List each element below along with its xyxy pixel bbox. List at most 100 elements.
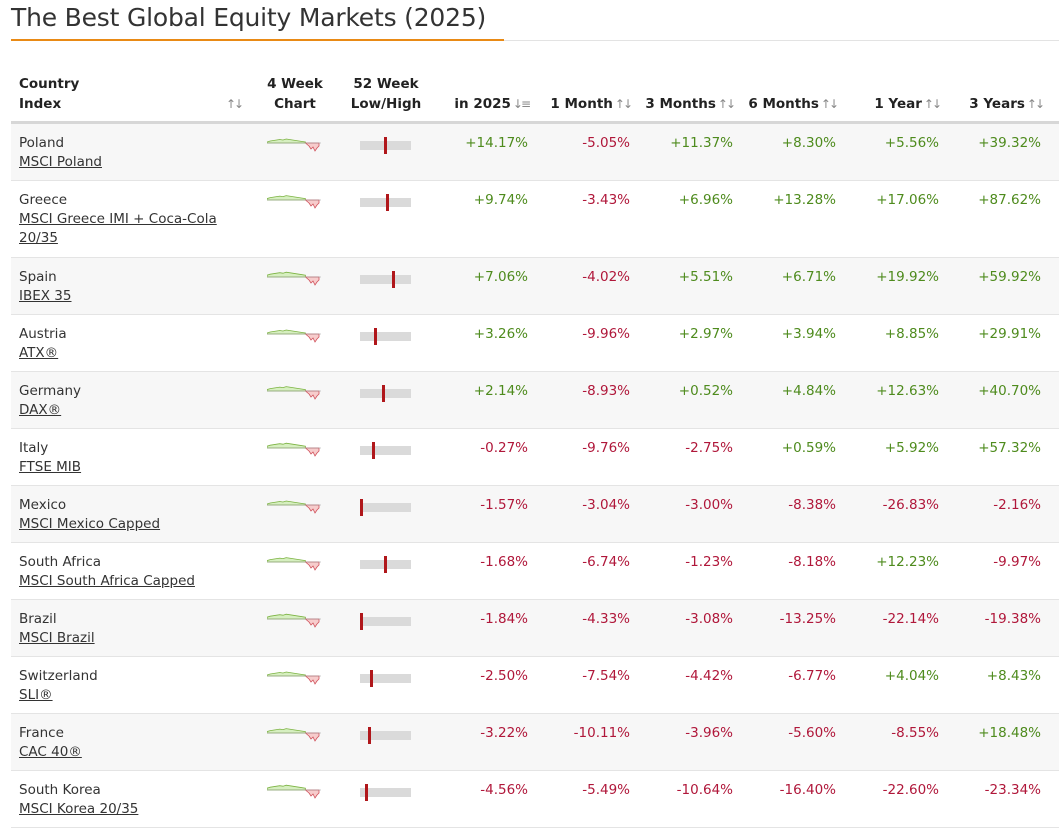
- index-link[interactable]: FTSE MIB: [19, 459, 82, 475]
- lowhigh-marker: [367, 727, 371, 744]
- table-row: Brazil MSCI Brazil -1.84% -4.33% -3.08% -13.2…: [11, 600, 1059, 657]
- index-link[interactable]: ATX®: [19, 345, 59, 361]
- sparkline-chart: [267, 386, 321, 400]
- perf-y3: -2.16%: [993, 497, 1041, 513]
- perf-ytd: -3.22%: [480, 725, 528, 741]
- sparkline-chart: [267, 138, 321, 152]
- perf-m6: -6.77%: [788, 668, 836, 684]
- country-name: Mexico: [19, 497, 67, 513]
- country-name: Spain: [19, 269, 57, 285]
- table-row: Austria ATX® +3.26% -9.96% +2.97% +3.94% +8.85…: [11, 315, 1059, 372]
- lowhigh-range-bar: [360, 613, 411, 630]
- index-link[interactable]: IBEX 35: [19, 288, 72, 304]
- header-index-label: Index: [19, 96, 62, 112]
- perf-y3: +40.70%: [978, 383, 1041, 399]
- header-3-years[interactable]: 3 Years ↑↓: [940, 94, 1045, 114]
- title-rule: [504, 40, 1059, 41]
- perf-y1: +4.04%: [884, 668, 939, 684]
- perf-y3: -9.97%: [993, 554, 1041, 570]
- sparkline-chart: [267, 728, 321, 742]
- table-row: Spain IBEX 35 +7.06% -4.02% +5.51% +6.71% +19.…: [11, 258, 1059, 315]
- lowhigh-marker: [360, 613, 363, 630]
- lowhigh-marker: [385, 194, 389, 211]
- sort-icon: ↑↓: [923, 97, 942, 111]
- header-in-2025-label: in 2025: [454, 96, 511, 112]
- country-name: Switzerland: [19, 668, 98, 684]
- header-in-2025[interactable]: in 2025 ↓≡: [441, 94, 531, 114]
- perf-m1: -9.96%: [582, 326, 630, 342]
- table-row: Italy FTSE MIB -0.27% -9.76% -2.75% +0.59% +5.…: [11, 429, 1059, 486]
- perf-y3: +29.91%: [978, 326, 1041, 342]
- header-6-months[interactable]: 6 Months ↑↓: [734, 94, 839, 114]
- perf-m1: -7.54%: [582, 668, 630, 684]
- sparkline-chart: [267, 442, 321, 457]
- lowhigh-range-bar: [360, 328, 411, 345]
- perf-y3: +87.62%: [978, 192, 1041, 208]
- header-1-month[interactable]: 1 Month ↑↓: [531, 94, 633, 114]
- perf-m6: -16.40%: [779, 782, 836, 798]
- table-row: South Africa MSCI South Africa Capped -1.6…: [11, 543, 1059, 600]
- markets-table: Country Index ↑↓ 4 Week Chart 52 Week Lo…: [11, 66, 1059, 828]
- index-link[interactable]: MSCI Poland: [19, 154, 102, 170]
- sort-desc-icon: ↓≡: [512, 97, 531, 111]
- perf-m3: +6.96%: [678, 192, 733, 208]
- perf-y3: +8.43%: [986, 668, 1041, 684]
- sparkline-chart: [267, 271, 321, 286]
- lowhigh-range-bar: [360, 556, 411, 573]
- perf-y1: +19.92%: [876, 269, 939, 285]
- country-name: Brazil: [19, 611, 57, 627]
- perf-ytd: +9.74%: [473, 192, 528, 208]
- perf-y1: +5.56%: [884, 135, 939, 151]
- perf-y1: -22.14%: [882, 611, 939, 627]
- table-row: Mexico MSCI Mexico Capped -1.57% -3.04% -3.0…: [11, 486, 1059, 543]
- perf-m1: -10.11%: [573, 725, 630, 741]
- header-country-index[interactable]: Country Index: [19, 74, 79, 114]
- sparkline-chart: [267, 195, 321, 209]
- sort-icon: ↑↓: [717, 97, 736, 111]
- sparkline-chart: [267, 500, 321, 514]
- perf-y3: +39.32%: [978, 135, 1041, 151]
- index-link[interactable]: SLI®: [19, 687, 53, 703]
- header-chart-line2: Chart: [274, 96, 316, 112]
- lowhigh-range-bar: [360, 670, 411, 687]
- page-title: The Best Global Equity Markets (2025): [11, 3, 487, 32]
- perf-m6: +4.84%: [781, 383, 836, 399]
- header-6-months-label: 6 Months: [748, 96, 819, 112]
- lowhigh-marker: [391, 271, 395, 288]
- perf-y3: +57.32%: [978, 440, 1041, 456]
- header-3-months-label: 3 Months: [645, 96, 716, 112]
- perf-m6: +6.71%: [781, 269, 836, 285]
- lowhigh-marker: [369, 670, 373, 687]
- header-3-months[interactable]: 3 Months ↑↓: [631, 94, 736, 114]
- header-4week-chart: 4 Week Chart: [264, 74, 326, 114]
- lowhigh-marker: [384, 137, 387, 154]
- index-link[interactable]: MSCI Brazil: [19, 630, 95, 646]
- table-row: South Korea MSCI Korea 20/35 -4.56% -5.49% -…: [11, 771, 1059, 828]
- perf-m1: -4.33%: [582, 611, 630, 627]
- index-link[interactable]: MSCI Mexico Capped: [19, 516, 161, 532]
- country-name: South Africa: [19, 554, 102, 570]
- perf-y1: +17.06%: [876, 192, 939, 208]
- perf-y1: +5.92%: [884, 440, 939, 456]
- perf-m3: -4.42%: [685, 668, 733, 684]
- perf-m3: -3.96%: [685, 725, 733, 741]
- index-link[interactable]: MSCI Korea 20/35: [19, 801, 139, 817]
- table-row: France CAC 40® -3.22% -10.11% -3.96% -5.60% -8…: [11, 714, 1059, 771]
- perf-m3: -2.75%: [685, 440, 733, 456]
- sparkline-chart: [267, 557, 321, 571]
- index-link[interactable]: MSCI Greece IMI + Coca-Cola 20/35: [19, 211, 217, 246]
- lowhigh-marker: [384, 556, 387, 573]
- index-link[interactable]: CAC 40®: [19, 744, 82, 760]
- sort-icon[interactable]: ↑↓: [226, 97, 244, 111]
- perf-m3: -3.08%: [685, 611, 733, 627]
- lowhigh-range-bar: [360, 784, 411, 801]
- country-name: Poland: [19, 135, 65, 151]
- sparkline-chart: [267, 613, 321, 628]
- index-link[interactable]: MSCI South Africa Capped: [19, 573, 195, 589]
- country-name: Austria: [19, 326, 67, 342]
- header-1-month-label: 1 Month: [550, 96, 613, 112]
- perf-m3: +2.97%: [678, 326, 733, 342]
- header-1-year[interactable]: 1 Year ↑↓: [837, 94, 942, 114]
- perf-ytd: +14.17%: [465, 135, 528, 151]
- index-link[interactable]: DAX®: [19, 402, 62, 418]
